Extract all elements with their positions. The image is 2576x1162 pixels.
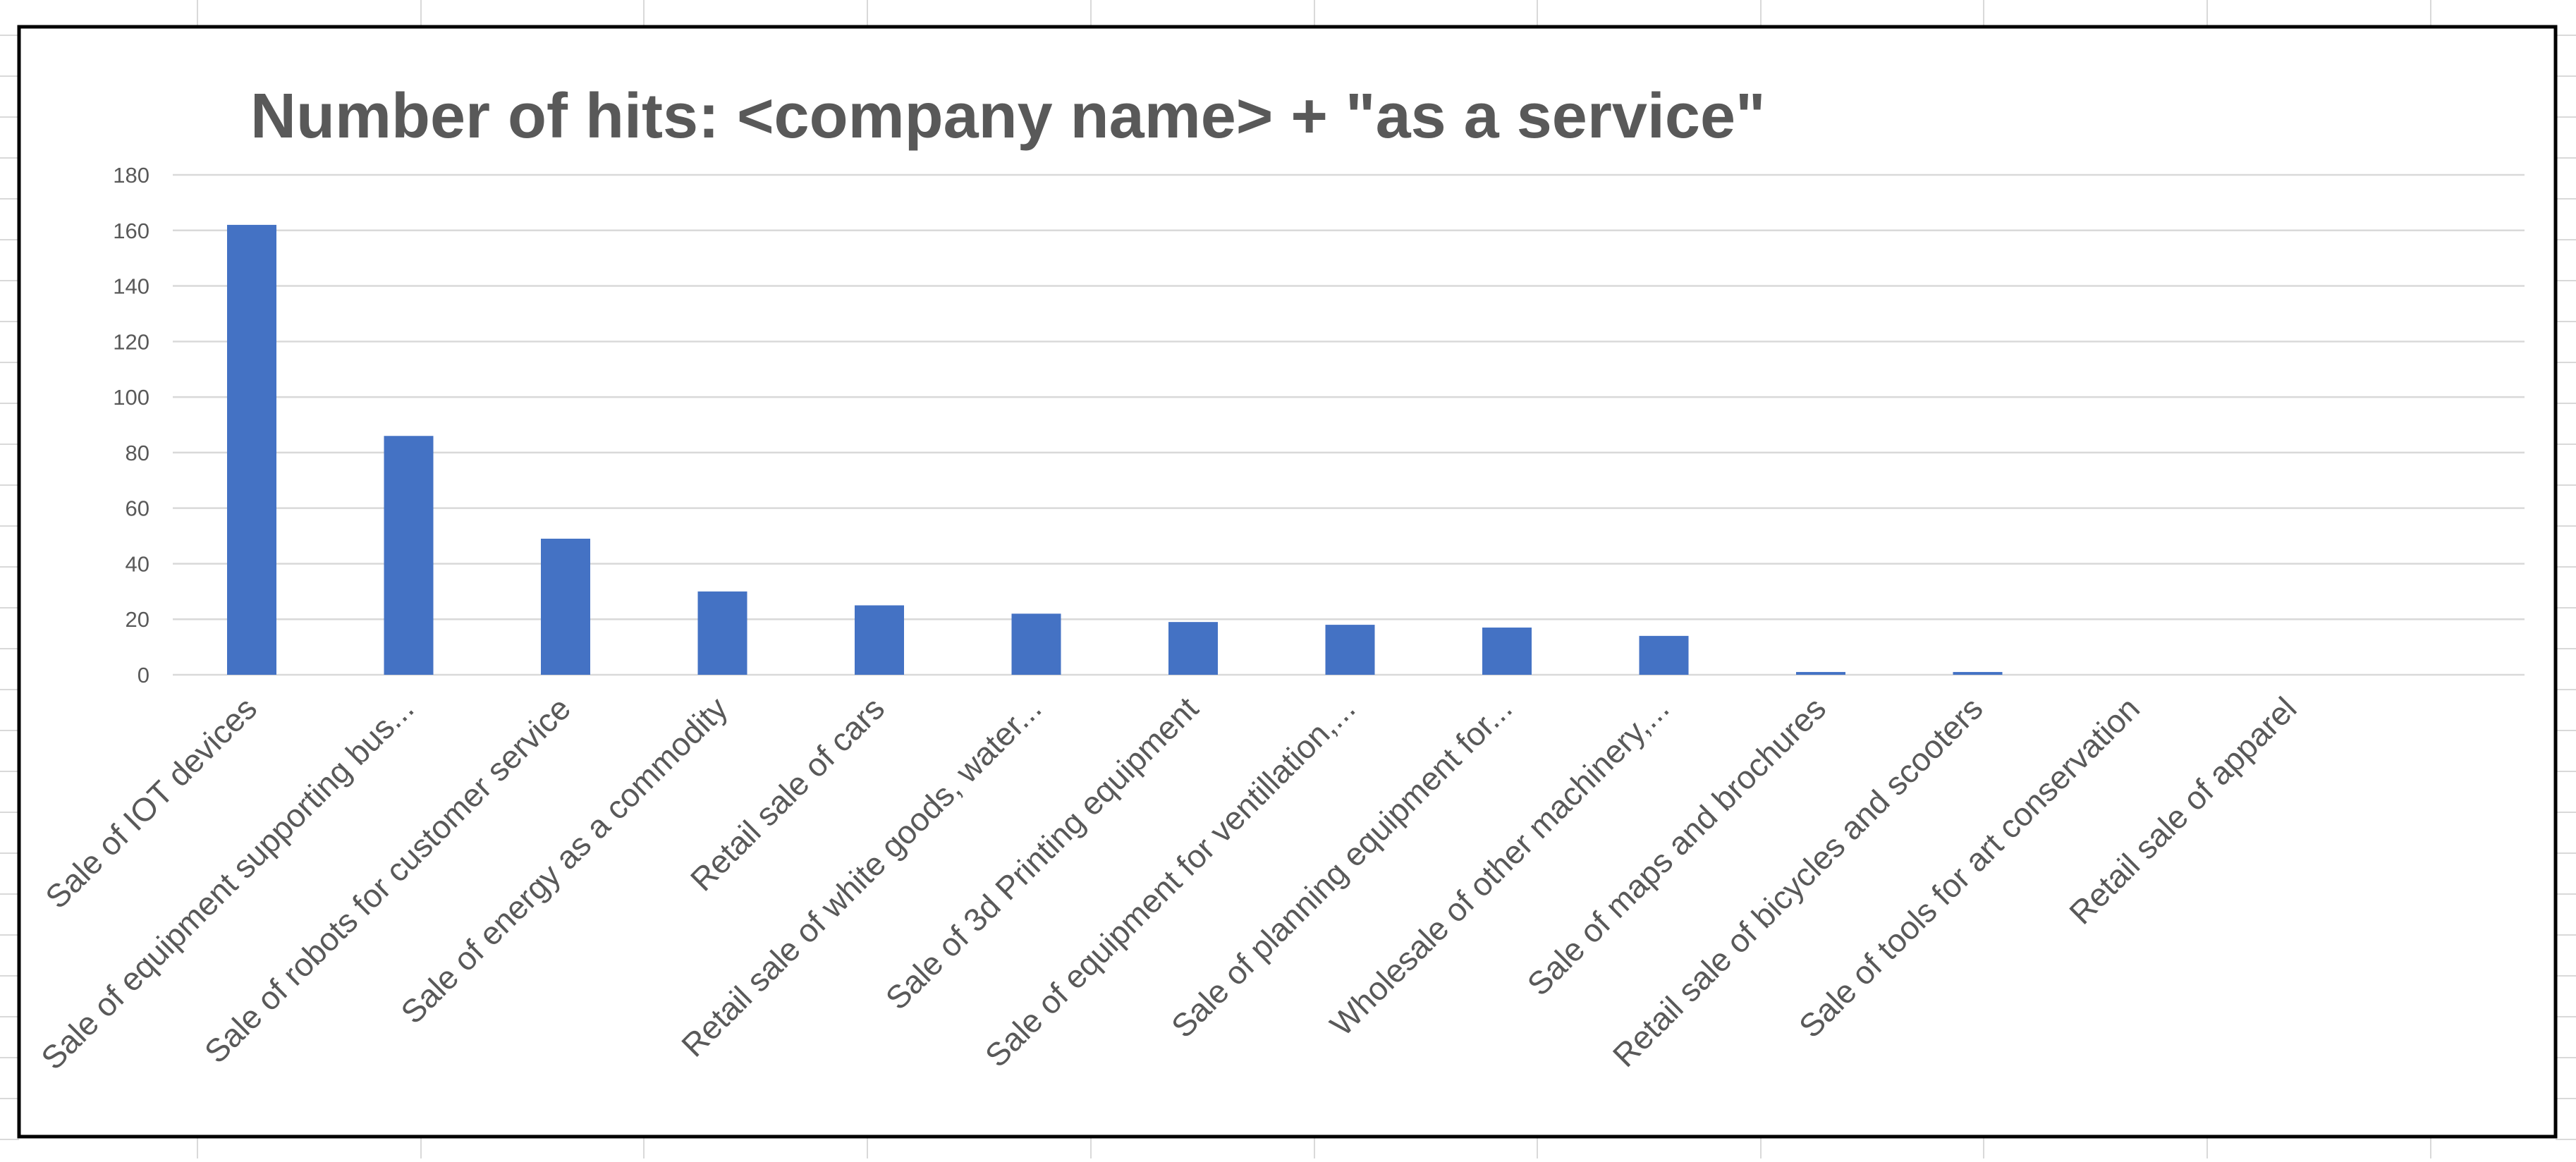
y-tick-label: 140	[113, 274, 149, 299]
bar	[1325, 625, 1375, 675]
bar	[855, 605, 904, 675]
bar	[1796, 672, 1845, 675]
y-tick-label: 160	[113, 219, 149, 243]
y-tick-label: 180	[113, 163, 149, 188]
bar	[1482, 628, 1532, 675]
bar	[1639, 635, 1689, 675]
chart-frame	[17, 25, 2558, 1139]
y-tick-label: 100	[113, 385, 149, 410]
bars	[227, 224, 2003, 675]
bar	[697, 591, 747, 675]
y-axis-tick-labels: 0 20 40 60 80 100 120 140 160 180	[113, 163, 149, 687]
bar	[384, 436, 434, 675]
chart-title: Number of hits: <company name> + "as a s…	[250, 81, 1766, 152]
y-tick-label: 80	[126, 441, 149, 465]
y-tick-label: 120	[113, 329, 149, 354]
bar	[1953, 672, 2003, 675]
bar	[1168, 622, 1218, 675]
y-tick-label: 60	[126, 496, 149, 521]
bar	[541, 538, 590, 675]
bar	[1011, 613, 1061, 675]
bar	[227, 224, 276, 675]
y-tick-label: 40	[126, 551, 149, 576]
y-tick-label: 0	[138, 663, 149, 687]
y-tick-label: 20	[126, 607, 149, 632]
